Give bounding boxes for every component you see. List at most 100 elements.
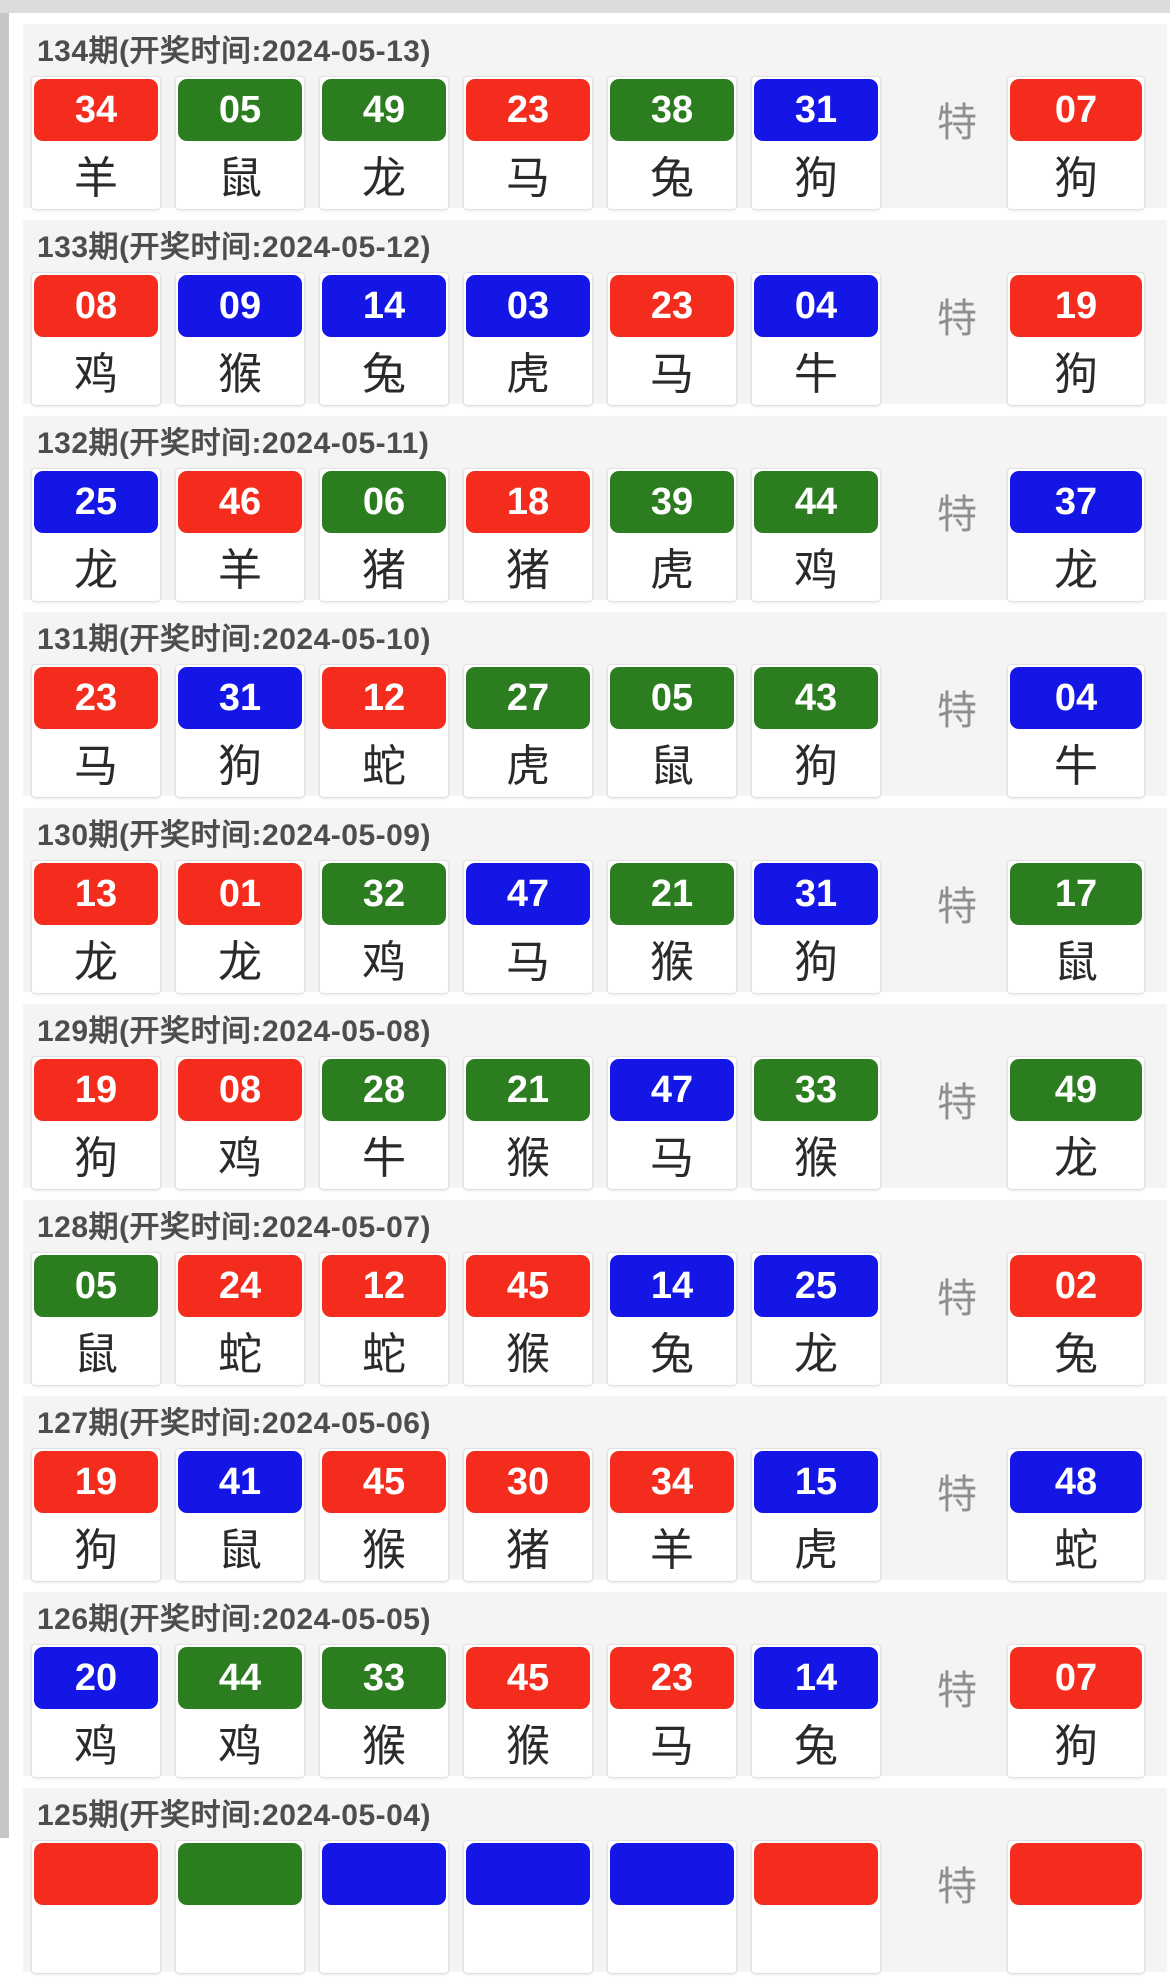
special-result-card [1007, 1840, 1145, 1974]
top-bar [0, 0, 1170, 13]
special-result-card: 07 狗 [1007, 76, 1145, 210]
result-card: 09 猴 [175, 272, 305, 406]
number-ball: 31 [754, 79, 878, 141]
number-ball [322, 1843, 446, 1905]
zodiac-label [322, 1905, 446, 1971]
zodiac-label: 狗 [794, 742, 838, 791]
result-card: 38 兔 [607, 76, 737, 210]
number-ball: 44 [754, 471, 878, 533]
zodiac-label: 猴 [362, 1526, 406, 1575]
number-ball: 04 [754, 275, 878, 337]
special-number-ball: 17 [1010, 863, 1142, 925]
special-number-ball: 02 [1010, 1255, 1142, 1317]
zodiac-label: 蛇 [362, 1330, 406, 1379]
result-card: 19 狗 [31, 1448, 161, 1582]
result-row: 34 羊 05 鼠 49 龙 23 马 38 兔 31 狗 特 07 狗 [31, 76, 1167, 210]
zodiac-label: 龙 [362, 154, 406, 203]
zodiac-label: 马 [506, 938, 550, 987]
result-card [463, 1840, 593, 1974]
result-row: 23 马 31 狗 12 蛇 27 虎 05 鼠 43 狗 特 04 牛 [31, 664, 1167, 798]
period-section: 130期(开奖时间:2024-05-09) 13 龙 01 龙 32 鸡 47 马 21 猴 31 狗 特… [23, 808, 1167, 994]
special-number-ball: 07 [1010, 79, 1142, 141]
number-ball: 23 [34, 667, 158, 729]
zodiac-label: 狗 [794, 154, 838, 203]
result-card: 49 龙 [319, 76, 449, 210]
special-result-card: 37 龙 [1007, 468, 1145, 602]
result-row: 25 龙 46 羊 06 猪 18 猪 39 虎 44 鸡 特 37 龙 [31, 468, 1167, 602]
zodiac-label: 羊 [218, 546, 262, 595]
period-section: 134期(开奖时间:2024-05-13) 34 羊 05 鼠 49 龙 23 马 38 兔 31 狗 特… [23, 24, 1167, 210]
zodiac-label: 狗 [218, 742, 262, 791]
special-zodiac-label: 兔 [1054, 1330, 1098, 1379]
zodiac-label: 蛇 [362, 742, 406, 791]
number-ball: 28 [322, 1059, 446, 1121]
number-ball: 18 [466, 471, 590, 533]
period-header: 125期(开奖时间:2024-05-04) [37, 1799, 431, 1832]
result-card: 08 鸡 [175, 1056, 305, 1190]
zodiac-label: 猴 [506, 1134, 550, 1183]
result-card: 41 鼠 [175, 1448, 305, 1582]
number-ball: 45 [466, 1255, 590, 1317]
zodiac-label: 鸡 [218, 1722, 262, 1771]
special-number-ball [1010, 1843, 1142, 1905]
special-zodiac-label [1010, 1905, 1142, 1971]
special-label: 特 [937, 297, 977, 341]
left-edge-strip [0, 13, 9, 1838]
number-ball: 03 [466, 275, 590, 337]
number-ball: 14 [610, 1255, 734, 1317]
result-card: 25 龙 [751, 1252, 881, 1386]
zodiac-label: 鼠 [218, 154, 262, 203]
period-header: 128期(开奖时间:2024-05-07) [37, 1211, 431, 1244]
number-ball: 05 [610, 667, 734, 729]
zodiac-label: 龙 [218, 938, 262, 987]
zodiac-label: 鸡 [218, 1134, 262, 1183]
zodiac-label: 马 [650, 350, 694, 399]
result-card: 23 马 [607, 272, 737, 406]
zodiac-label: 狗 [74, 1134, 118, 1183]
special-zodiac-label: 龙 [1054, 546, 1098, 595]
zodiac-label: 马 [74, 742, 118, 791]
period-header: 126期(开奖时间:2024-05-05) [37, 1603, 431, 1636]
zodiac-label: 虎 [506, 350, 550, 399]
special-result-card: 19 狗 [1007, 272, 1145, 406]
zodiac-label [178, 1905, 302, 1971]
zodiac-label: 龙 [74, 546, 118, 595]
number-ball: 14 [322, 275, 446, 337]
special-zodiac-label: 狗 [1054, 350, 1098, 399]
number-ball: 24 [178, 1255, 302, 1317]
result-card: 23 马 [31, 664, 161, 798]
result-card: 31 狗 [751, 76, 881, 210]
result-card [751, 1840, 881, 1974]
zodiac-label: 鸡 [74, 1722, 118, 1771]
special-result-card: 49 龙 [1007, 1056, 1145, 1190]
result-card: 43 狗 [751, 664, 881, 798]
period-section: 133期(开奖时间:2024-05-12) 08 鸡 09 猴 14 兔 03 虎 23 马 04 牛 特… [23, 220, 1167, 406]
special-label: 特 [937, 101, 977, 145]
special-zodiac-label: 狗 [1054, 1722, 1098, 1771]
result-row: 20 鸡 44 鸡 33 猴 45 猴 23 马 14 兔 特 07 狗 [31, 1644, 1167, 1778]
result-card: 21 猴 [607, 860, 737, 994]
result-card: 19 狗 [31, 1056, 161, 1190]
number-ball: 49 [322, 79, 446, 141]
result-card: 14 兔 [607, 1252, 737, 1386]
period-section: 128期(开奖时间:2024-05-07) 05 鼠 24 蛇 12 蛇 45 猴 14 兔 25 龙 特… [23, 1200, 1167, 1386]
number-ball: 31 [178, 667, 302, 729]
result-card: 03 虎 [463, 272, 593, 406]
result-card: 05 鼠 [31, 1252, 161, 1386]
result-row: 05 鼠 24 蛇 12 蛇 45 猴 14 兔 25 龙 特 02 兔 [31, 1252, 1167, 1386]
special-label: 特 [937, 1669, 977, 1713]
zodiac-label: 马 [650, 1722, 694, 1771]
result-card: 44 鸡 [175, 1644, 305, 1778]
result-card: 24 蛇 [175, 1252, 305, 1386]
special-number-ball: 49 [1010, 1059, 1142, 1121]
period-header: 131期(开奖时间:2024-05-10) [37, 623, 431, 656]
zodiac-label: 龙 [794, 1330, 838, 1379]
number-ball: 45 [466, 1647, 590, 1709]
zodiac-label [34, 1905, 158, 1971]
number-ball: 34 [34, 79, 158, 141]
special-result-card: 02 兔 [1007, 1252, 1145, 1386]
special-number-ball: 37 [1010, 471, 1142, 533]
zodiac-label: 牛 [362, 1134, 406, 1183]
result-card: 32 鸡 [319, 860, 449, 994]
zodiac-label: 羊 [650, 1526, 694, 1575]
